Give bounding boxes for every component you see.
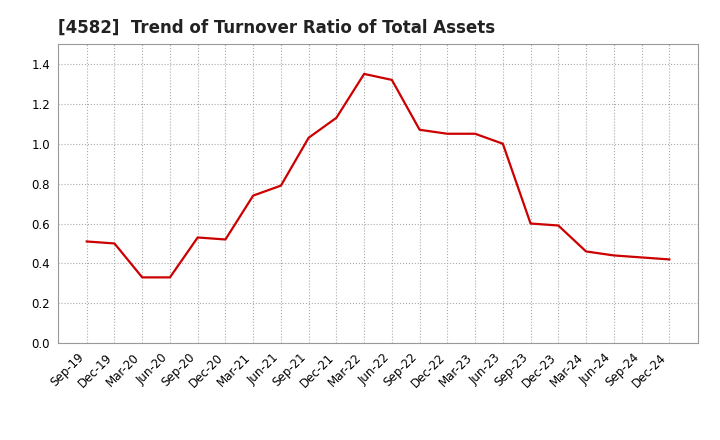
Text: [4582]  Trend of Turnover Ratio of Total Assets: [4582] Trend of Turnover Ratio of Total … bbox=[58, 19, 495, 37]
